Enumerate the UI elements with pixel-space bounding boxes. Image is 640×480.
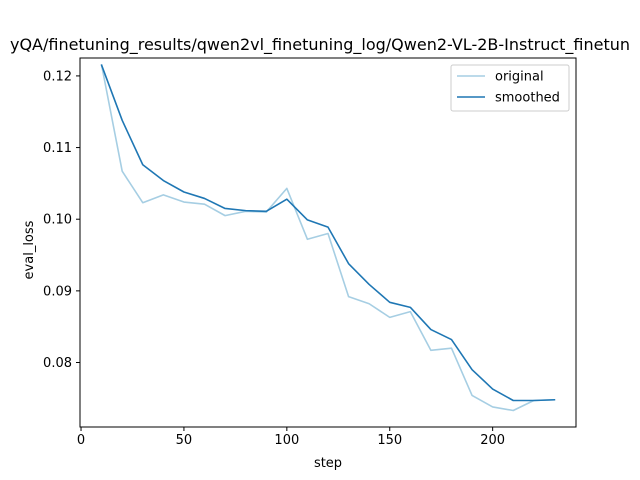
y-tick-label: 0.08 [43, 356, 72, 371]
y-tick-label: 0.09 [43, 284, 72, 299]
axes-frame [79, 57, 577, 428]
x-tick-label: 150 [377, 433, 402, 448]
series-line-smoothed [100, 64, 556, 402]
series-line-original [100, 64, 556, 412]
y-tick-label: 0.11 [43, 141, 72, 156]
legend: original smoothed [450, 64, 570, 112]
plot-area [80, 58, 576, 427]
x-tick-label: 0 [77, 433, 85, 448]
legend-label-original: original [495, 70, 544, 85]
axes-layer: 0 50 100 150 200 0.08 0.09 0.10 0.11 0.12 [43, 57, 577, 448]
legend-label-smoothed: smoothed [495, 91, 560, 106]
y-tick-label: 0.12 [43, 69, 72, 84]
x-axis-label: step [314, 456, 342, 471]
series-layer [100, 64, 556, 412]
y-axis-label: eval_loss [22, 220, 37, 279]
x-tick-label: 100 [274, 433, 299, 448]
x-tick-label: 50 [176, 433, 193, 448]
chart-title: yQA/finetuning_results/qwen2vl_finetunin… [10, 35, 630, 55]
y-tick-label: 0.10 [43, 213, 72, 228]
x-tick-label: 200 [480, 433, 505, 448]
plot-background [80, 58, 576, 427]
